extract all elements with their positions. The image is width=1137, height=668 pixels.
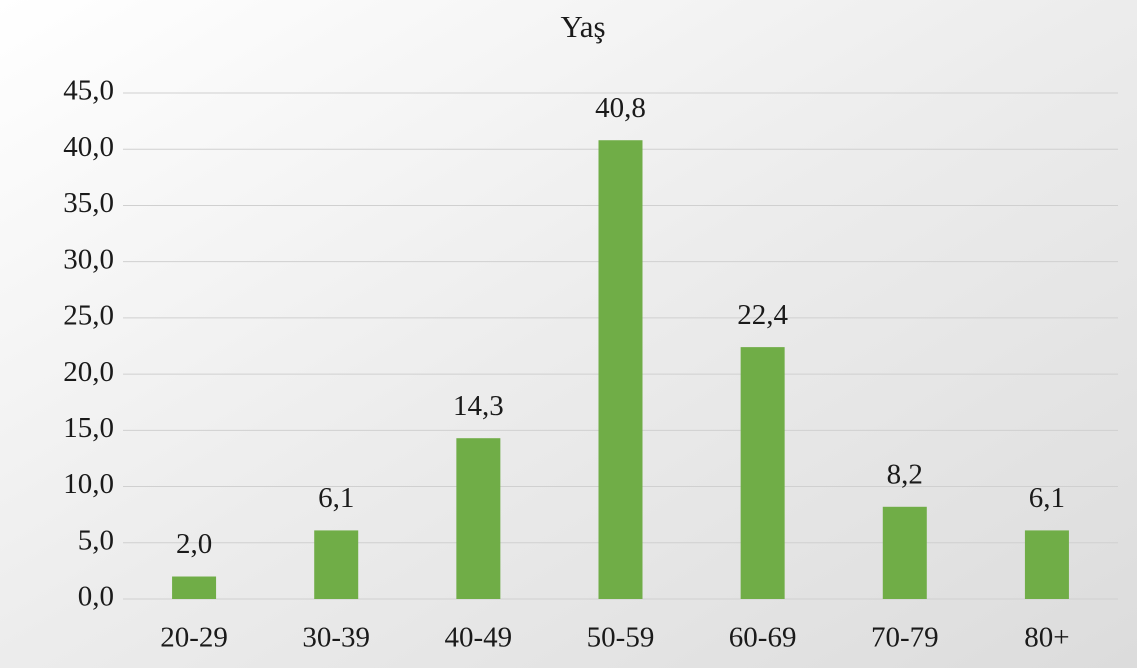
y-tick-label: 35,0: [63, 187, 114, 219]
x-tick-label: 50-59: [587, 622, 655, 654]
y-tick-label: 5,0: [78, 524, 114, 556]
y-tick-label: 30,0: [63, 243, 114, 275]
data-label: 6,1: [1029, 482, 1065, 514]
y-tick-label: 40,0: [63, 131, 114, 163]
x-tick-label: 60-69: [729, 622, 797, 654]
y-tick-label: 15,0: [63, 412, 114, 444]
bar: [314, 530, 359, 599]
y-tick-label: 25,0: [63, 300, 114, 332]
x-tick-label: 70-79: [871, 622, 939, 654]
y-tick-label: 0,0: [78, 581, 114, 613]
x-tick-label: 30-39: [302, 622, 370, 654]
x-tick-label: 80+: [1024, 622, 1069, 654]
data-label: 2,0: [176, 528, 212, 560]
bar: [172, 576, 217, 599]
bar: [456, 438, 501, 599]
data-label: 14,3: [453, 390, 504, 422]
chart-title: Yaş: [560, 9, 605, 44]
bar: [882, 506, 927, 599]
bar: [740, 347, 785, 599]
y-tick-label: 20,0: [63, 356, 114, 388]
x-tick-label: 40-49: [445, 622, 513, 654]
data-label: 8,2: [887, 458, 923, 490]
data-label: 40,8: [595, 92, 646, 124]
data-label: 22,4: [737, 299, 788, 331]
y-tick-label: 45,0: [63, 75, 114, 107]
bar: [598, 140, 643, 599]
data-label: 6,1: [318, 482, 354, 514]
bar: [1024, 530, 1069, 599]
y-tick-label: 10,0: [63, 468, 114, 500]
x-tick-label: 20-29: [160, 622, 228, 654]
